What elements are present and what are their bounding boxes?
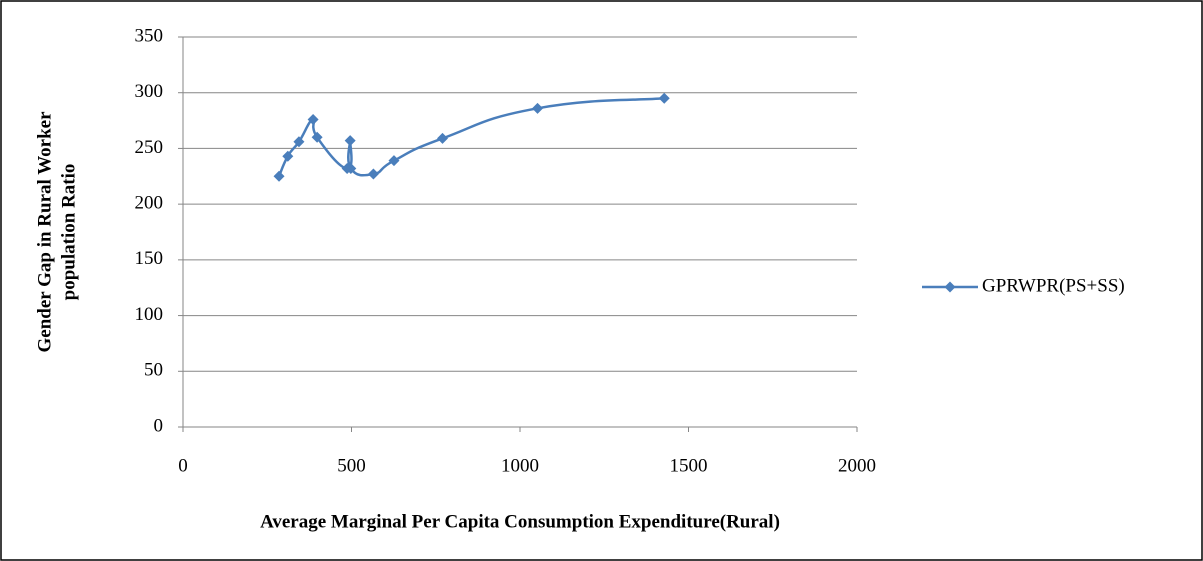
x-tick-label: 500: [337, 455, 366, 476]
legend-marker: [944, 281, 956, 293]
y-tick-label: 250: [135, 137, 164, 158]
data-point: [293, 136, 305, 148]
data-point: [344, 135, 356, 147]
y-axis-title: population Ratio: [58, 164, 79, 301]
series-line: [277, 97, 665, 177]
data-point: [367, 168, 379, 180]
data-point: [658, 92, 670, 104]
data-point: [273, 170, 285, 182]
x-tick-label: 0: [178, 455, 188, 476]
x-tick-label: 1500: [670, 455, 708, 476]
data-point: [282, 150, 294, 162]
x-axis-title: Average Marginal Per Capita Consumption …: [260, 511, 780, 532]
y-tick-label: 150: [135, 248, 164, 269]
y-tick-label: 300: [135, 81, 164, 102]
y-axis-title: Gender Gap in Rural Worker: [34, 111, 55, 353]
y-tick-label: 50: [144, 360, 163, 381]
data-point: [388, 155, 400, 167]
x-tick-label: 1000: [501, 455, 539, 476]
x-tick-label: 2000: [838, 455, 876, 476]
y-tick-label: 0: [154, 415, 164, 436]
legend-label: GPRWPR(PS+SS): [982, 275, 1125, 296]
y-tick-label: 100: [135, 304, 164, 325]
y-tick-label: 350: [135, 25, 164, 46]
data-point: [345, 162, 357, 174]
data-point: [311, 131, 323, 143]
data-point: [436, 132, 448, 144]
y-tick-label: 200: [135, 193, 164, 214]
data-point: [307, 113, 319, 125]
data-point: [532, 102, 544, 114]
